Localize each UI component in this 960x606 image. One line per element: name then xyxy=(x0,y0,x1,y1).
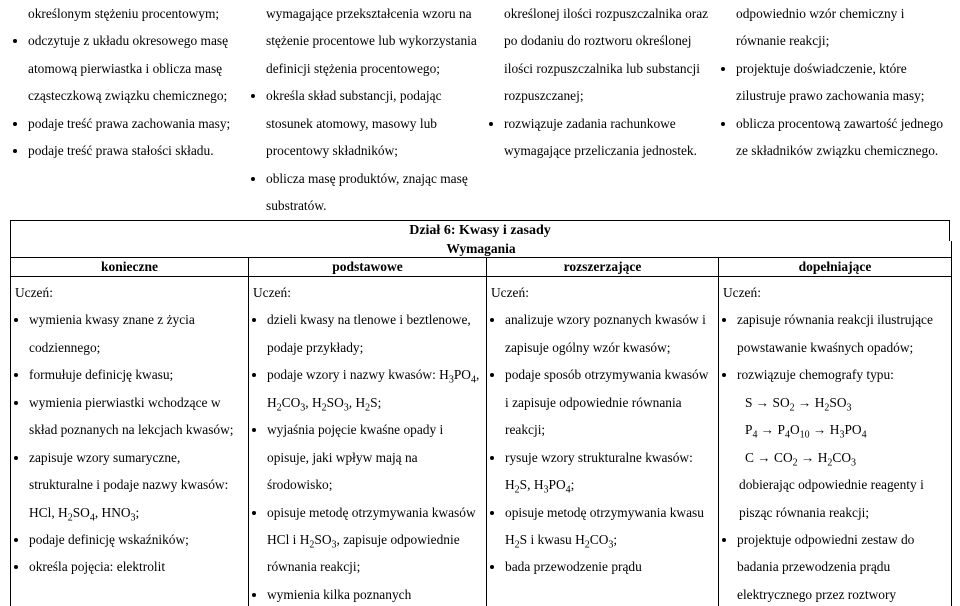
list-item: wyjaśnia pojęcie kwaśne opady i opisuje,… xyxy=(267,416,482,498)
list-item: oblicza masę produktów, znając masę subs… xyxy=(266,165,482,220)
list-item: zapisuje równania reakcji ilustrujące po… xyxy=(737,306,947,361)
list-item: odczytuje z układu okresowego masę atomo… xyxy=(28,27,244,109)
content-col1: Uczeń: wymienia kwasy znane z życia codz… xyxy=(11,277,249,606)
list-item: odpowiednio wzór chemiczny i równanie re… xyxy=(722,0,946,55)
list-item: wymagające przekształcenia wzoru na stęż… xyxy=(252,0,482,82)
list-item: określa pojęcia: elektrolit xyxy=(29,553,244,580)
content-col4-list: zapisuje równania reakcji ilustrujące po… xyxy=(723,306,947,606)
section-title: Dział 6: Kwasy i zasady xyxy=(10,220,950,241)
list-item: bada przewodzenie prądu xyxy=(505,553,714,580)
top-col2-list: wymagające przekształcenia wzoru na stęż… xyxy=(252,0,482,220)
content-col3: Uczeń: analizuje wzory poznanych kwasów … xyxy=(487,277,719,606)
content-row: Uczeń: wymienia kwasy znane z życia codz… xyxy=(10,277,952,606)
top-col2: wymagające przekształcenia wzoru na stęż… xyxy=(248,0,486,220)
formula: C → CO2 → H2CO3 xyxy=(745,444,947,471)
list-item: podaje treść prawa zachowania masy; xyxy=(28,110,244,137)
list-item: podaje wzory i nazwy kwasów: H3PO4, H2CO… xyxy=(267,361,482,416)
list-item: zapisuje wzory sumaryczne, strukturalne … xyxy=(29,444,244,526)
content-col2: Uczeń: dzieli kwasy na tlenowe i beztlen… xyxy=(249,277,487,606)
list-item: oblicza procentową zawartość jednego ze … xyxy=(736,110,946,165)
list-item: analizuje wzory poznanych kwasów i zapis… xyxy=(505,306,714,361)
student-label: Uczeń: xyxy=(491,279,714,306)
list-item: formułuje definicję kwasu; xyxy=(29,361,244,388)
top-row: określonym stężeniu procentowym; odczytu… xyxy=(10,0,950,220)
top-col4: odpowiednio wzór chemiczny i równanie re… xyxy=(718,0,950,220)
top-col1: określonym stężeniu procentowym; odczytu… xyxy=(10,0,248,220)
level-rozszerzajace: rozszerzające xyxy=(487,258,719,276)
document-page: określonym stężeniu procentowym; odczytu… xyxy=(0,0,960,606)
list-item: określonym stężeniu procentowym; xyxy=(14,0,244,27)
requirements-row: Wymagania xyxy=(10,241,952,258)
list-item: projektuje doświadczenie, które zilustru… xyxy=(736,55,946,110)
level-dopelniajace: dopełniające xyxy=(719,258,951,276)
student-label: Uczeń: xyxy=(15,279,244,306)
content-col1-list: wymienia kwasy znane z życia codziennego… xyxy=(15,306,244,581)
list-item: wymienia pierwiastki wchodzące w skład p… xyxy=(29,389,244,444)
formula: P4 → P4O10 → H3PO4 xyxy=(745,416,947,443)
list-item: opisuje metodę otrzymywania kwasów HCl i… xyxy=(267,499,482,581)
content-col3-list: analizuje wzory poznanych kwasów i zapis… xyxy=(491,306,714,581)
top-col3-list: określonej ilości rozpuszczalnika oraz p… xyxy=(490,0,714,165)
list-item: wymienia kwasy znane z życia codziennego… xyxy=(29,306,244,361)
list-item: projektuje odpowiedni zestaw do badania … xyxy=(737,526,947,606)
list-item: opisuje metodę otrzymywania kwasu H2S i … xyxy=(505,499,714,554)
formula-block: S → SO2 → H2SO3 P4 → P4O10 → H3PO4 C → C… xyxy=(737,389,947,471)
list-item: dzieli kwasy na tlenowe i beztlenowe, po… xyxy=(267,306,482,361)
reagent-note: dobierając odpowiednie reagenty i pisząc… xyxy=(737,471,947,526)
top-col1-list: określonym stężeniu procentowym; odczytu… xyxy=(14,0,244,165)
content-col2-list: dzieli kwasy na tlenowe i beztlenowe, po… xyxy=(253,306,482,606)
level-podstawowe: podstawowe xyxy=(249,258,487,276)
student-label: Uczeń: xyxy=(723,279,947,306)
level-row: konieczne podstawowe rozszerzające dopeł… xyxy=(10,258,952,277)
list-item: określonej ilości rozpuszczalnika oraz p… xyxy=(490,0,714,110)
list-item: podaje definicję wskaźników; xyxy=(29,526,244,553)
top-col3: określonej ilości rozpuszczalnika oraz p… xyxy=(486,0,718,220)
list-item: rozwiązuje zadania rachunkowe wymagające… xyxy=(504,110,714,165)
list-item: rozwiązuje chemografy typu: S → SO2 → H2… xyxy=(737,361,947,526)
requirements-label: Wymagania xyxy=(11,241,951,258)
formula: S → SO2 → H2SO3 xyxy=(745,389,947,416)
list-item: podaje treść prawa stałości składu. xyxy=(28,137,244,164)
level-konieczne: konieczne xyxy=(11,258,249,276)
list-item: podaje sposób otrzymywania kwasów i zapi… xyxy=(505,361,714,443)
top-col4-list: odpowiednio wzór chemiczny i równanie re… xyxy=(722,0,946,165)
student-label: Uczeń: xyxy=(253,279,482,306)
list-item: rysuje wzory strukturalne kwasów: H2S, H… xyxy=(505,444,714,499)
list-item: określa skład substancji, podając stosun… xyxy=(266,82,482,164)
list-item: wymienia kilka poznanych xyxy=(267,581,482,606)
content-col4: Uczeń: zapisuje równania reakcji ilustru… xyxy=(719,277,951,606)
